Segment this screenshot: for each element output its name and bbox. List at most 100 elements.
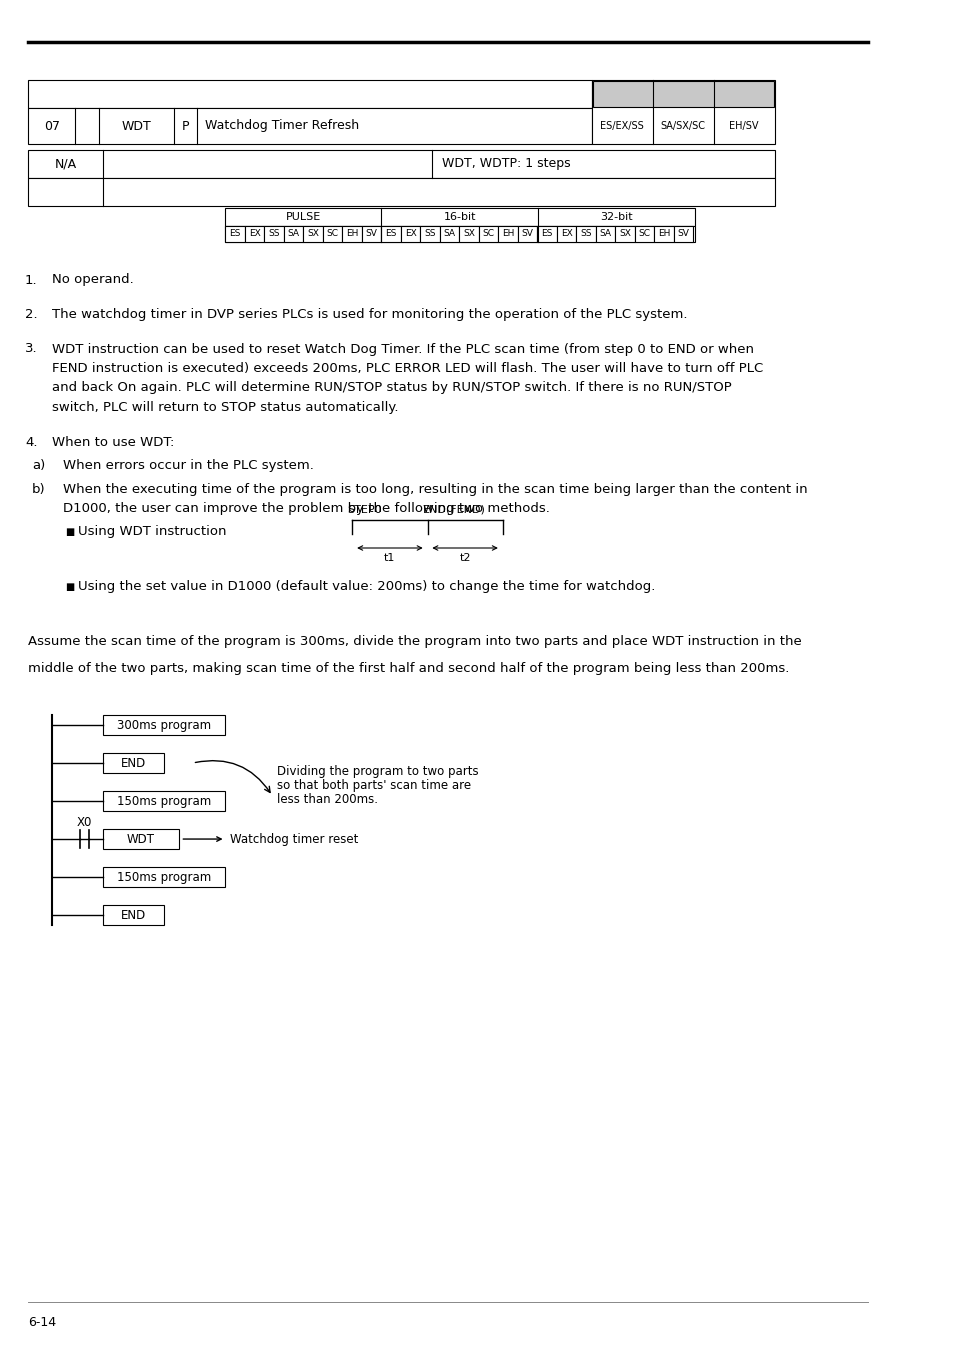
Text: When the executing time of the program is too long, resulting in the scan time b: When the executing time of the program i… xyxy=(63,482,807,495)
Bar xyxy=(103,867,225,887)
Text: ES/EX/SS: ES/EX/SS xyxy=(599,122,643,131)
Text: SC: SC xyxy=(638,230,650,239)
Bar xyxy=(103,716,225,734)
Bar xyxy=(420,225,439,242)
Text: 16-bit: 16-bit xyxy=(444,212,476,221)
Text: N/A: N/A xyxy=(54,158,77,170)
Text: middle of the two parts, making scan time of the first half and second half of t: middle of the two parts, making scan tim… xyxy=(29,662,789,675)
Text: SX: SX xyxy=(463,230,475,239)
Text: WDT instruction can be used to reset Watch Dog Timer. If the PLC scan time (from: WDT instruction can be used to reset Wat… xyxy=(51,343,753,355)
Bar xyxy=(225,225,245,242)
Text: ■: ■ xyxy=(65,526,74,537)
Text: SV: SV xyxy=(677,230,689,239)
Bar xyxy=(103,904,164,925)
Bar xyxy=(591,80,775,144)
Bar xyxy=(245,225,264,242)
Text: SS: SS xyxy=(268,230,279,239)
Text: EX: EX xyxy=(560,230,572,239)
Text: EX: EX xyxy=(404,230,416,239)
Text: 300ms program: 300ms program xyxy=(117,718,212,732)
Text: END(FEND): END(FEND) xyxy=(422,505,485,514)
Text: 32-bit: 32-bit xyxy=(599,212,632,221)
Text: 4.: 4. xyxy=(25,436,37,448)
Bar xyxy=(537,225,557,242)
Bar xyxy=(342,225,361,242)
Bar xyxy=(29,178,775,207)
Text: SV: SV xyxy=(521,230,533,239)
Text: WDT: WDT xyxy=(121,120,151,132)
Text: No operand.: No operand. xyxy=(51,274,133,286)
Bar xyxy=(400,225,420,242)
Text: 07: 07 xyxy=(44,120,60,132)
Bar xyxy=(654,225,673,242)
Text: EX: EX xyxy=(249,230,260,239)
Bar xyxy=(576,225,596,242)
Text: SA: SA xyxy=(443,230,456,239)
Text: SC: SC xyxy=(482,230,495,239)
Bar xyxy=(592,81,774,107)
Text: 2.: 2. xyxy=(25,308,37,321)
Text: 6-14: 6-14 xyxy=(29,1315,56,1328)
Bar xyxy=(497,225,517,242)
Bar xyxy=(459,225,478,242)
Bar xyxy=(103,829,178,849)
Bar xyxy=(264,225,284,242)
Text: SC: SC xyxy=(326,230,338,239)
Bar xyxy=(673,225,693,242)
Text: STEP0: STEP0 xyxy=(347,505,382,514)
Text: FEND instruction is executed) exceeds 200ms, PLC ERROR LED will flash. The user : FEND instruction is executed) exceeds 20… xyxy=(51,362,762,375)
Text: a): a) xyxy=(31,459,45,472)
Text: The watchdog timer in DVP series PLCs is used for monitoring the operation of th: The watchdog timer in DVP series PLCs is… xyxy=(51,308,686,321)
Text: SA: SA xyxy=(288,230,299,239)
Text: SX: SX xyxy=(618,230,631,239)
Text: PULSE: PULSE xyxy=(286,212,321,221)
Text: When to use WDT:: When to use WDT: xyxy=(51,436,173,448)
Text: D1000, the user can improve the problem by the following two methods.: D1000, the user can improve the problem … xyxy=(63,502,549,514)
Text: SA/SX/SC: SA/SX/SC xyxy=(659,122,705,131)
Text: b): b) xyxy=(31,482,45,495)
Text: END: END xyxy=(121,756,147,770)
Bar xyxy=(615,225,635,242)
Text: ES: ES xyxy=(230,230,241,239)
Text: t1: t1 xyxy=(384,554,395,563)
Text: EH: EH xyxy=(501,230,514,239)
Text: SS: SS xyxy=(424,230,436,239)
Bar xyxy=(635,225,654,242)
Bar xyxy=(361,225,381,242)
Text: Watchdog timer reset: Watchdog timer reset xyxy=(230,833,358,845)
Text: EH/SV: EH/SV xyxy=(729,122,758,131)
Bar xyxy=(303,225,323,242)
Text: 150ms program: 150ms program xyxy=(117,795,212,807)
Bar xyxy=(225,208,695,225)
Text: 3.: 3. xyxy=(25,343,37,355)
Text: SX: SX xyxy=(307,230,319,239)
Bar xyxy=(323,225,342,242)
Text: t2: t2 xyxy=(458,554,471,563)
Text: less than 200ms.: less than 200ms. xyxy=(277,792,377,806)
Text: SA: SA xyxy=(599,230,611,239)
Text: and back On again. PLC will determine RUN/STOP status by RUN/STOP switch. If the: and back On again. PLC will determine RU… xyxy=(51,382,731,394)
Bar xyxy=(29,150,775,178)
Text: switch, PLC will return to STOP status automatically.: switch, PLC will return to STOP status a… xyxy=(51,401,397,414)
Text: Using the set value in D1000 (default value: 200ms) to change the time for watch: Using the set value in D1000 (default va… xyxy=(78,580,655,593)
Bar xyxy=(103,753,164,774)
Text: When errors occur in the PLC system.: When errors occur in the PLC system. xyxy=(63,459,314,472)
Text: ES: ES xyxy=(541,230,553,239)
Text: EH: EH xyxy=(346,230,358,239)
Bar xyxy=(284,225,303,242)
Bar xyxy=(381,225,400,242)
Text: END: END xyxy=(121,909,147,922)
Text: SV: SV xyxy=(365,230,377,239)
Bar xyxy=(439,225,459,242)
Text: Watchdog Timer Refresh: Watchdog Timer Refresh xyxy=(205,120,358,132)
Text: 1.: 1. xyxy=(25,274,37,286)
Bar xyxy=(225,225,695,242)
Text: WDT, WDTP: 1 steps: WDT, WDTP: 1 steps xyxy=(441,158,570,170)
Bar xyxy=(29,80,591,108)
Text: 150ms program: 150ms program xyxy=(117,871,212,883)
Text: WDT: WDT xyxy=(127,833,154,845)
Bar xyxy=(557,225,576,242)
Text: ■: ■ xyxy=(65,582,74,591)
Bar xyxy=(478,225,497,242)
Text: Using WDT instruction: Using WDT instruction xyxy=(78,525,226,539)
